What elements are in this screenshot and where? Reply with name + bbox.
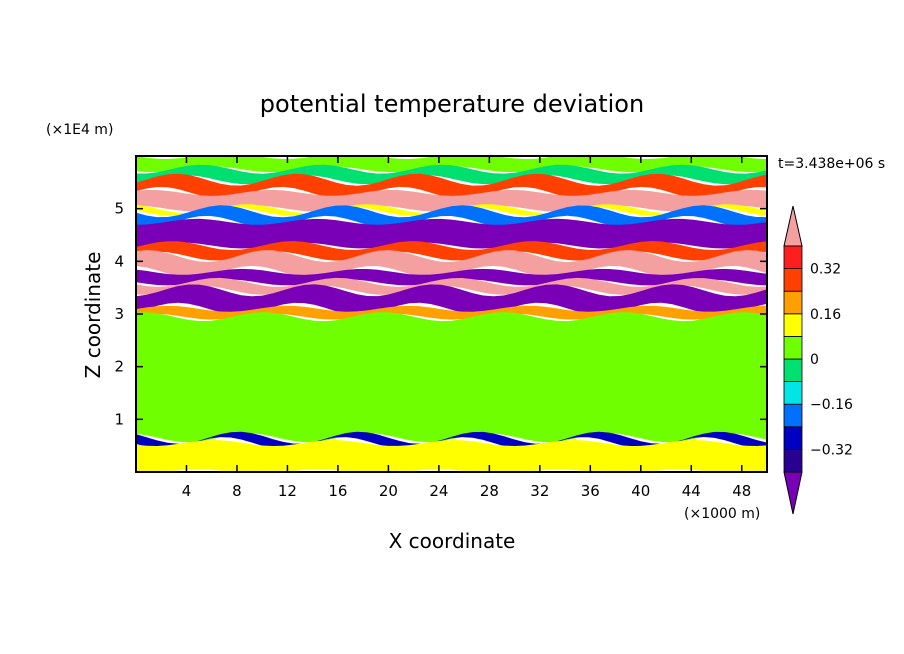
colorbar-tick-label: −0.32 [810,442,853,458]
colorbar-tick-label: −0.16 [810,397,853,413]
x-tick-label: 28 [480,482,499,500]
x-tick-label: 36 [581,482,600,500]
y-unit-label: (×1E4 m) [46,122,113,138]
contour-band [136,284,767,315]
colorbar-tick-label: 0 [810,352,819,368]
x-axis-label: X coordinate [389,529,516,553]
contour-band [136,312,767,443]
y-tick-label: 5 [114,200,124,218]
contour-band [136,189,767,212]
contour-band [136,277,767,295]
x-tick-label: 44 [682,482,701,500]
colorbar-segment [783,403,803,428]
time-label: t=3.438e+06 s [778,156,885,172]
colorbar-segment [783,313,803,337]
colorbar-segment [783,290,803,315]
colorbar-segment [783,335,803,360]
contour-field [136,156,767,472]
y-axis-label: Z coordinate [81,252,105,379]
y-tick-label: 2 [114,358,124,376]
colorbar-tick-label: 0.32 [810,262,841,278]
colorbar-segment [783,245,803,270]
contour-band [136,305,767,320]
colorbar-segment [783,448,803,473]
colorbar-tick-label: 0.16 [810,307,841,323]
x-tick-label: 32 [530,482,549,500]
y-tick-label: 3 [114,305,124,323]
colorbar-max-arrow [783,205,803,247]
contour-band [136,268,767,286]
colorbar-min-arrow [783,471,803,515]
colorbar: 0.32 0.16 0 −0.16 −0.32 [783,205,853,515]
x-tick-label: 12 [278,482,297,500]
x-tick-label: 8 [232,482,242,500]
y-tick-label: 4 [114,252,124,270]
x-tick-label: 20 [379,482,398,500]
colorbar-segment [783,426,803,450]
y-axis: 1 2 3 4 5 [114,200,767,428]
colorbar-segment [783,381,803,405]
contour-band [136,164,767,185]
x-tick-label: 48 [732,482,751,500]
colorbar-segment [783,268,803,292]
contour-band [136,440,767,472]
x-tick-label: 16 [328,482,347,500]
chart-title: potential temperature deviation [260,90,644,118]
x-unit-label: (×1000 m) [684,506,760,522]
x-tick-label: 40 [631,482,650,500]
y-tick-label: 1 [114,410,124,428]
colorbar-segment [783,358,803,383]
contour-band [136,156,767,173]
contour-band [136,250,767,278]
x-tick-label: 4 [182,482,192,500]
x-axis: 4 8 12 16 20 24 28 32 36 40 44 48 [182,156,751,500]
x-tick-label: 24 [429,482,448,500]
